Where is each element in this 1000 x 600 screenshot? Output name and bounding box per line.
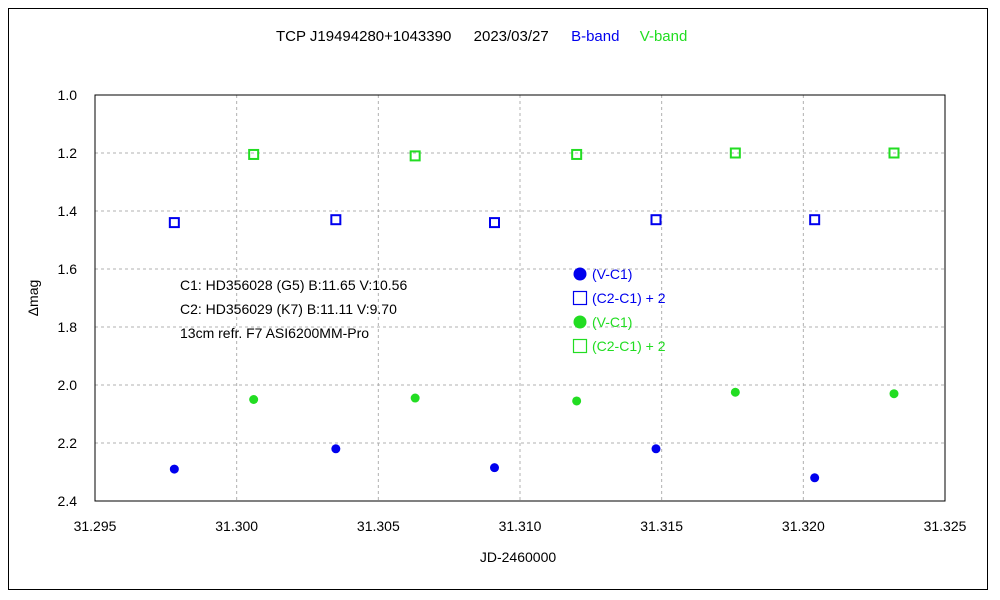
x-tick-label: 31.320 [782,518,825,534]
v-c2c1-point [888,147,900,159]
b-c2c1-point [489,217,500,229]
legend-marker-b-square [572,290,588,306]
legend-marker-v-square [572,338,588,354]
note-instrument: 13cm refr. F7 ASI6200MM-Pro [180,325,369,341]
y-tick-label: 2.0 [58,377,78,393]
y-tick-label: 1.2 [58,145,78,161]
b-c2c1-point [330,214,342,226]
grid [95,95,945,501]
x-tick-label: 31.310 [499,518,542,534]
x-tick-label: 31.295 [74,518,117,534]
note-c1: C1: HD356028 (G5) B:11.65 V:10.56 [180,277,407,293]
v-c2c1-point [248,148,260,160]
y-axis-label: Δmag [25,280,41,317]
legend-v-vc1: (V-C1) [592,314,632,330]
title-object: TCP J19494280+1043390 [276,28,452,45]
y-tick-label: 1.4 [58,203,78,219]
y-tick-label: 2.2 [58,435,78,451]
b-vc1-point [169,464,179,474]
data-points [168,147,900,483]
y-tick-label: 1.8 [58,319,78,335]
x-tick-label: 31.315 [640,518,683,534]
y-tick-label: 1.6 [58,261,78,277]
b-c2c1-point [809,214,821,226]
x-axis-label: JD-2460000 [480,549,556,565]
b-vc1-point [810,473,820,483]
comparison-notes: C1: HD356028 (G5) B:11.65 V:10.56 C2: HD… [180,277,407,341]
y-tick-label: 2.4 [58,493,78,509]
b-c2c1-point [650,214,662,226]
title-b-band: B-band [571,28,620,45]
v-vc1-point [730,387,740,397]
v-vc1-point [410,393,420,403]
b-c2c1-point [168,217,180,229]
legend-v-c2c1: (C2-C1) + 2 [592,338,666,354]
title-v-band: V-band [639,28,688,45]
plot-area [94,94,946,502]
b-vc1-point [331,444,341,454]
b-vc1-point [490,463,499,473]
v-c2c1-point [729,147,741,159]
x-axis-ticks: 31.295 31.300 31.305 31.310 31.315 31.320 31.3… [74,518,967,534]
v-vc1-point [889,389,899,399]
v-vc1-point [572,396,582,406]
x-tick-label: 31.300 [215,518,258,534]
legend-marker-v-circle [573,315,587,329]
title-date: 2023/03/27 [473,28,549,45]
x-tick-label: 31.305 [357,518,400,534]
v-vc1-point [249,395,259,404]
legend-marker-b-circle [573,267,587,281]
chart-frame [8,8,988,590]
note-c2: C2: HD356029 (K7) B:11.11 V:9.70 [180,301,397,317]
legend: (V-C1) (C2-C1) + 2 (V-C1) (C2-C1) + 2 [572,266,666,354]
chart-title: TCP J19494280+1043390 2023/03/27 B-band … [276,28,687,45]
b-vc1-point [651,444,661,454]
legend-b-vc1: (V-C1) [592,266,632,282]
y-tick-label: 1.0 [58,87,78,103]
y-axis-ticks: 1.0 1.2 1.4 1.6 1.8 2.0 2.2 2.4 [58,87,78,509]
v-c2c1-point [571,148,583,160]
v-c2c1-point [409,150,421,162]
legend-b-c2c1: (C2-C1) + 2 [592,290,666,306]
x-tick-label: 31.325 [924,518,967,534]
